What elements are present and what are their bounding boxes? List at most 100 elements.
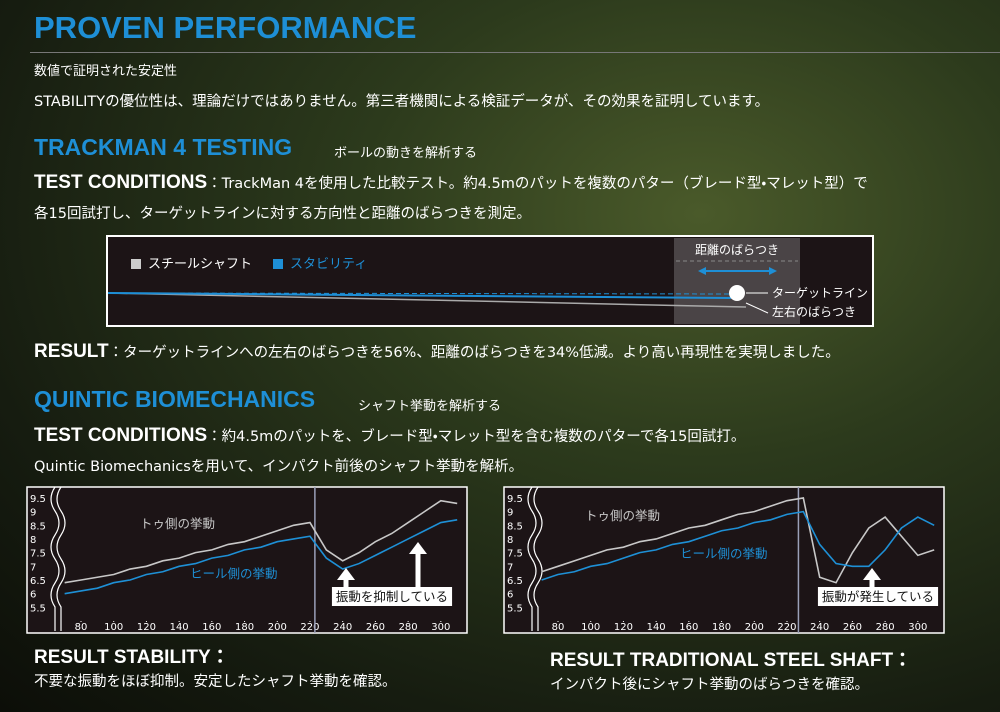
y-tick-label: 9: [30, 508, 36, 519]
y-tick-label: 7: [507, 562, 513, 573]
conditions-text: Quintic Biomechanicsを用いて、インパクト前後のシャフト挙動を…: [34, 459, 524, 475]
section-subheading: シャフト挙動を解析する: [358, 399, 502, 414]
y-tick-label: 7: [30, 562, 36, 573]
arrow-head: [863, 568, 881, 580]
x-tick-label: 200: [745, 622, 764, 633]
y-tick-label: 6: [30, 590, 36, 601]
x-tick-label: 80: [75, 622, 88, 633]
annotation: 振動が発生している: [822, 589, 934, 604]
y-tick-label: 6: [507, 590, 513, 601]
axis-break: [56, 486, 66, 631]
legend-label: スチールシャフト: [148, 257, 252, 272]
y-tick-label: 8: [30, 535, 36, 546]
result: RESULT：ターゲットラインへの左右のばらつきを56%、距離のばらつきを34%…: [34, 341, 840, 363]
x-tick-label: 120: [614, 622, 633, 633]
section-heading: TRACKMAN 4 TESTING: [34, 134, 293, 160]
conditions-text: 各15回試打し、ターゲットラインに対する方向性と距離のばらつきを測定。: [34, 206, 531, 222]
trackman-diagram: スチールシャフト スタビリティ 距離のばらつき ターゲットライン 左右のばらつき: [106, 235, 874, 327]
y-tick-label: 8.5: [507, 521, 523, 532]
x-tick-label: 260: [843, 622, 862, 633]
axis-break: [50, 486, 60, 631]
result-text: 不要な振動をほぼ抑制。安定したシャフト挙動を確認。: [34, 674, 397, 690]
result-title: RESULT STABILITY：: [34, 647, 230, 668]
conditions-label: TEST CONDITIONS: [34, 425, 208, 446]
conditions-text: ：TrackMan 4を使用した比較テスト。約4.5mのパットを複数のパター（ブ…: [207, 176, 868, 192]
conditions: TEST CONDITIONS：約4.5mのパットを、ブレード型・マレット型を含…: [34, 425, 745, 447]
arrow-head: [337, 568, 355, 580]
y-tick-label: 5.5: [30, 603, 46, 614]
x-tick-label: 180: [235, 622, 254, 633]
series-line: [64, 519, 458, 595]
annotation: 振動を抑制している: [336, 589, 448, 604]
x-tick-label: 100: [104, 622, 123, 633]
y-tick-label: 8: [507, 535, 513, 546]
y-tick-label: 9.5: [507, 494, 523, 505]
y-tick-label: 6.5: [507, 576, 523, 587]
conditions-label: TEST CONDITIONS: [34, 172, 208, 193]
x-tick-label: 80: [552, 622, 565, 633]
y-tick-label: 9.5: [30, 494, 46, 505]
result-title: RESULT TRADITIONAL STEEL SHAFT：: [550, 650, 913, 671]
series-line: [541, 497, 935, 584]
series-label: トゥ側の挙動: [585, 508, 660, 523]
y-tick-label: 7.5: [30, 549, 46, 560]
y-tick-label: 6.5: [30, 576, 46, 587]
annotation-box: [817, 587, 939, 606]
y-tick-label: 8.5: [30, 521, 46, 532]
series-label: トゥ側の挙動: [140, 516, 215, 531]
result-text: インパクト後にシャフト挙動のばらつきを確認。: [550, 677, 869, 693]
section-subheading: ボールの動きを解析する: [334, 146, 478, 161]
variance-zone: [674, 238, 800, 324]
y-tick-label: 9: [507, 508, 513, 519]
target-label: ターゲットライン: [772, 286, 868, 300]
x-tick-label: 220: [300, 622, 319, 633]
result-text: ：ターゲットラインへの左右のばらつきを56%、距離のばらつきを34%低減。より高…: [108, 345, 840, 361]
distance-label: 距離のばらつき: [695, 243, 779, 257]
subtitle: 数値で証明された安定性: [34, 64, 178, 79]
axis-break: [527, 486, 537, 631]
legend-swatch: [273, 259, 283, 269]
ball: [729, 285, 745, 301]
result-label: RESULT: [34, 341, 109, 362]
x-tick-label: 280: [876, 622, 895, 633]
arrow-head: [409, 542, 427, 554]
x-tick-label: 240: [333, 622, 352, 633]
x-tick-label: 260: [366, 622, 385, 633]
y-tick-label: 7.5: [507, 549, 523, 560]
steel-path: [107, 292, 747, 308]
page-title: PROVEN PERFORMANCE: [34, 10, 417, 45]
legend-label: スタビリティ: [290, 257, 367, 272]
x-tick-label: 120: [137, 622, 156, 633]
x-tick-label: 300: [431, 622, 450, 633]
x-tick-label: 280: [399, 622, 418, 633]
x-tick-label: 180: [712, 622, 731, 633]
x-tick-label: 200: [268, 622, 287, 633]
x-tick-label: 140: [170, 622, 189, 633]
arrow-head: [769, 267, 777, 275]
conditions-text: ：約4.5mのパットを、ブレード型・マレット型を含む複数のパターで各15回試打。: [207, 429, 746, 445]
annotation-box: [331, 587, 453, 606]
intro: STABILITYの優位性は、理論だけではありません。第三者機関による検証データ…: [34, 94, 770, 110]
x-tick-label: 160: [202, 622, 221, 633]
series-line: [541, 510, 935, 581]
series-line: [64, 499, 458, 584]
x-tick-label: 100: [581, 622, 600, 633]
legend-swatch: [131, 259, 141, 269]
x-tick-label: 140: [647, 622, 666, 633]
section-heading: QUINTIC BIOMECHANICS: [34, 386, 316, 412]
chart-frame: [26, 486, 468, 634]
arrow-head: [698, 267, 706, 275]
stability-path: [107, 292, 732, 299]
x-tick-label: 240: [810, 622, 829, 633]
x-tick-label: 160: [679, 622, 698, 633]
series-label: ヒール側の挙動: [680, 546, 768, 561]
conditions: TEST CONDITIONS：TrackMan 4を使用した比較テスト。約4.…: [34, 172, 868, 194]
axis-break: [533, 486, 543, 631]
x-tick-label: 220: [777, 622, 796, 633]
rule: [30, 52, 1000, 53]
x-tick-label: 300: [908, 622, 927, 633]
y-tick-label: 5.5: [507, 603, 523, 614]
leader: [745, 302, 769, 314]
